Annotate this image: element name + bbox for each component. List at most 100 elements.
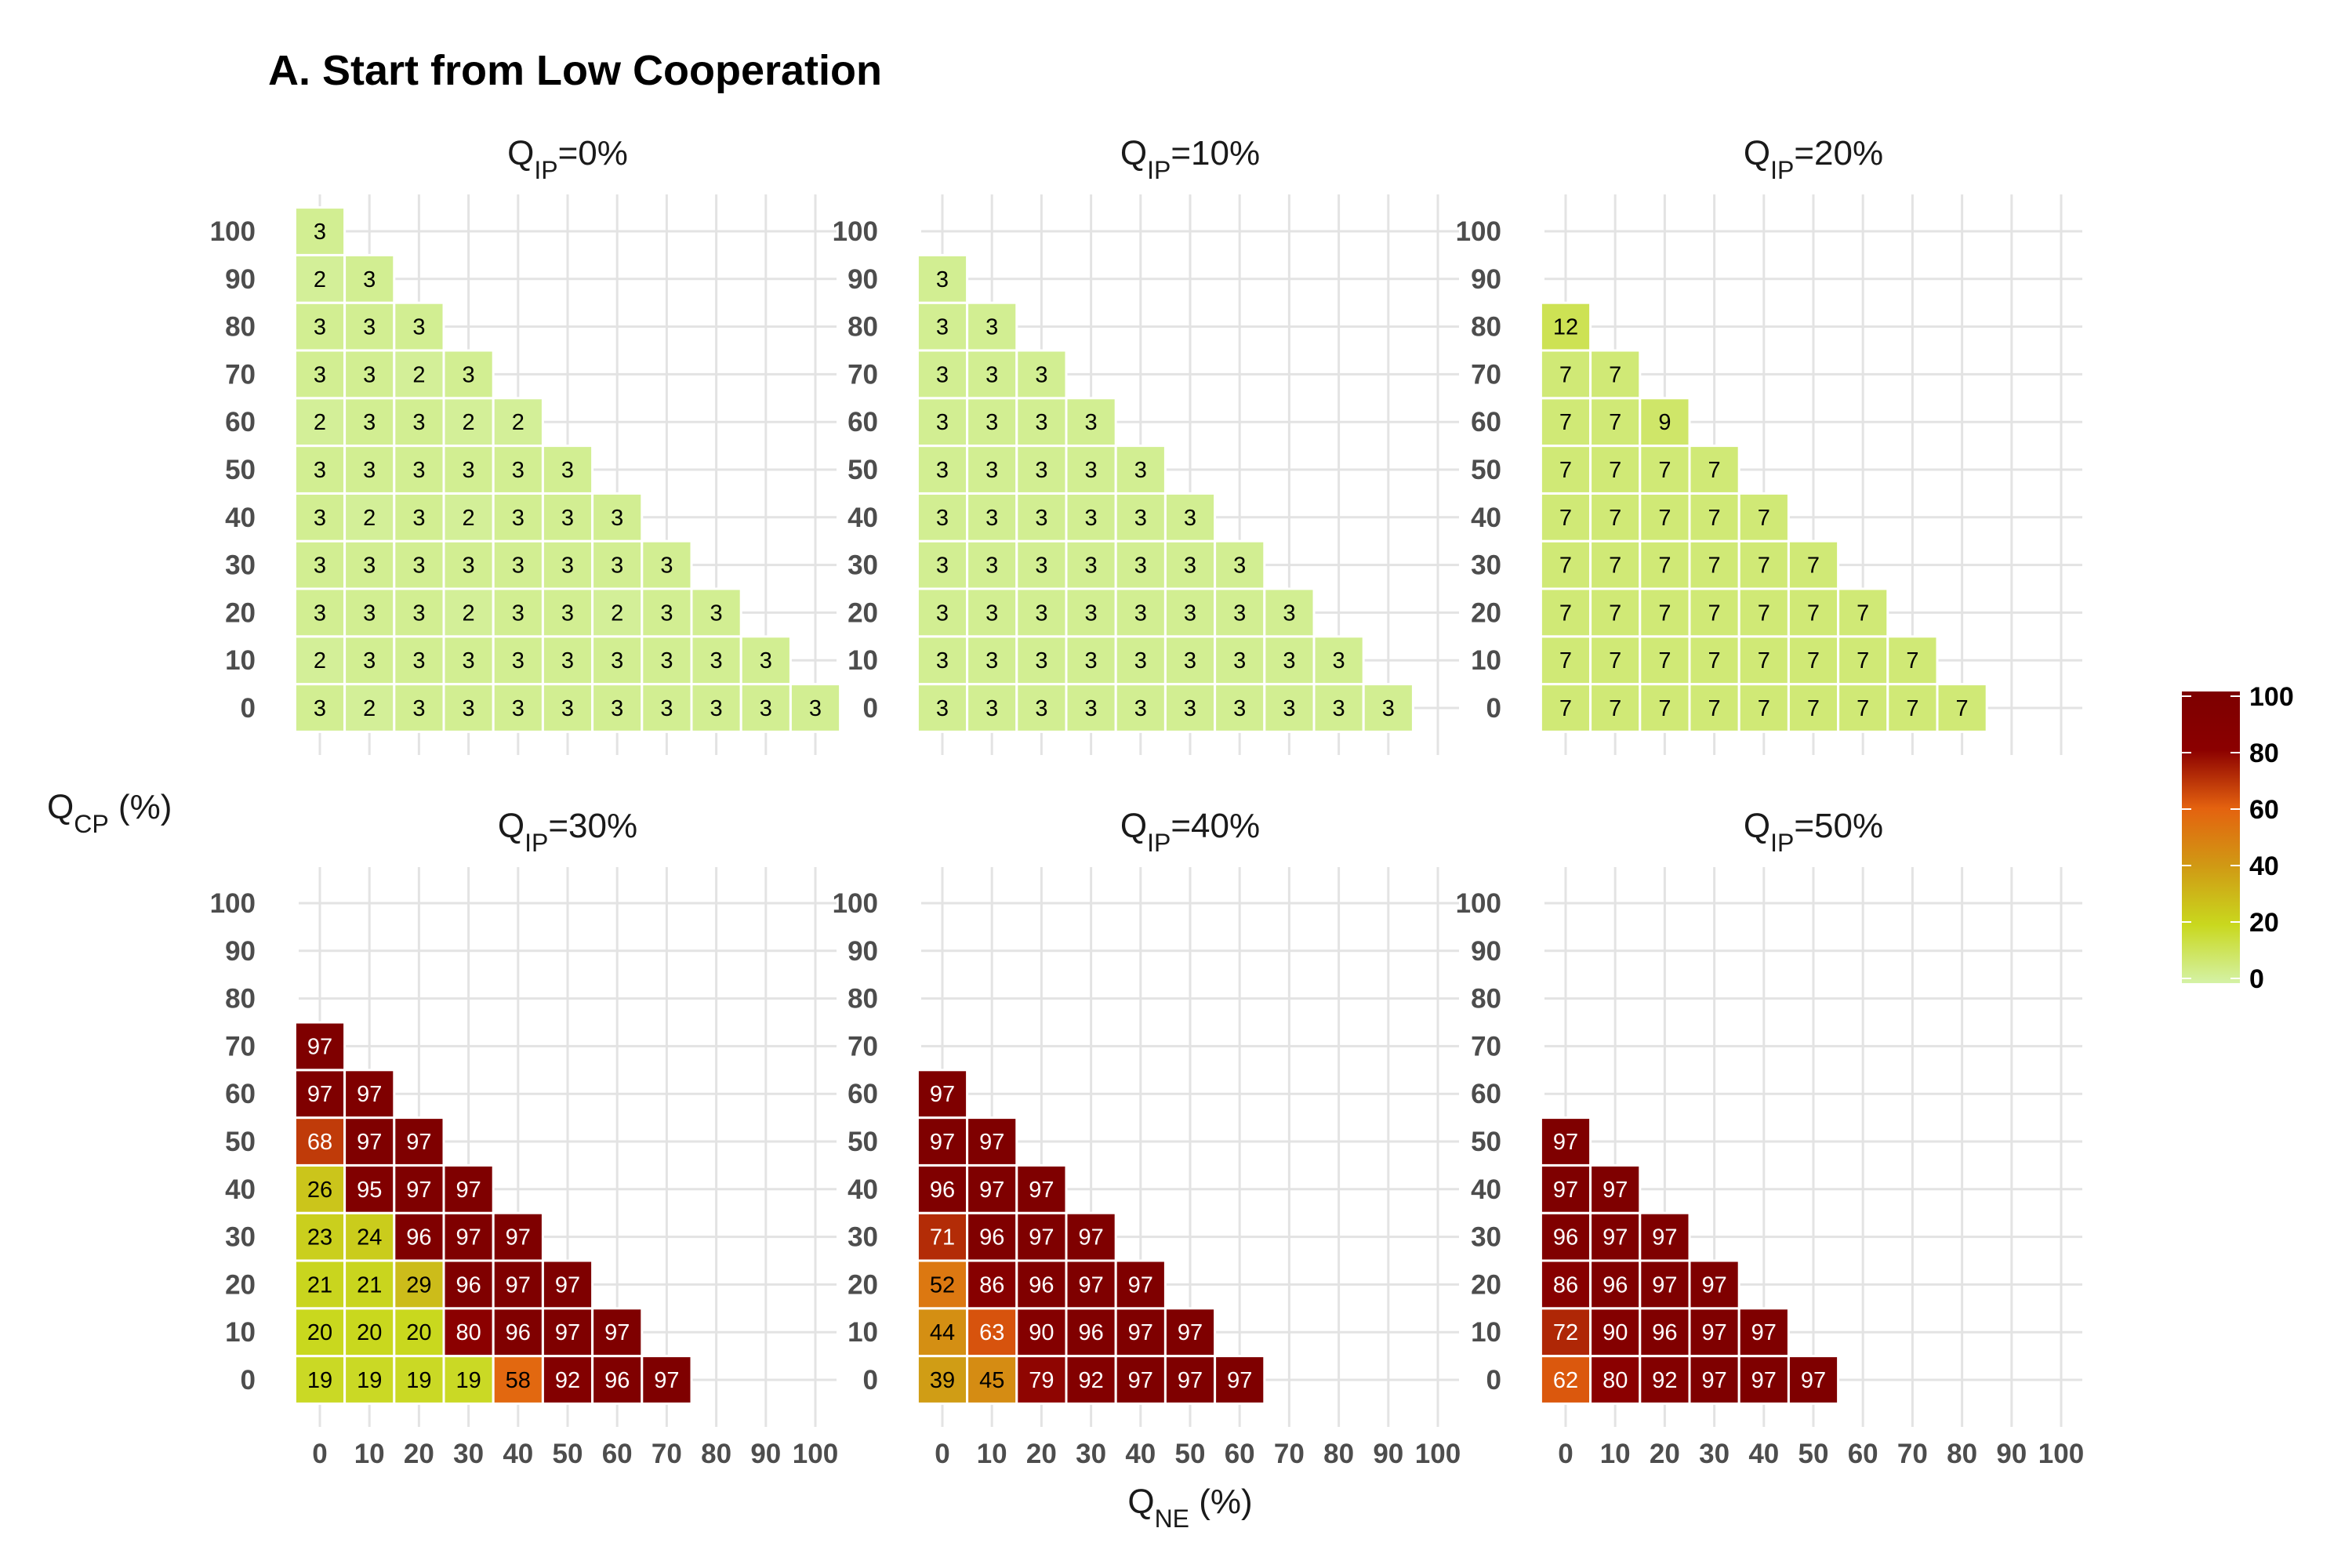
heatmap-cell — [966, 1259, 1018, 1310]
cell-value-label: 68 — [307, 1130, 332, 1155]
heatmap-cell — [1114, 1355, 1167, 1405]
cell-value-label: 3 — [660, 601, 673, 626]
heatmap-cell — [1015, 1307, 1068, 1358]
y-tick-label: 30 — [225, 550, 256, 581]
cell-value-label: 97 — [456, 1178, 481, 1203]
x-tick-label: 10 — [354, 1439, 385, 1469]
heatmap-cell — [293, 206, 347, 256]
heatmap-cell — [1065, 492, 1117, 543]
cell-value-label: 97 — [1078, 1225, 1103, 1250]
cell-value-label: 96 — [1078, 1320, 1103, 1345]
cell-value-label: 12 — [1553, 315, 1578, 340]
facet-label-value: =50% — [1794, 807, 1883, 845]
cell-value-label: 3 — [363, 458, 376, 483]
heatmap-cell — [393, 445, 445, 495]
cell-value-label: 96 — [406, 1225, 431, 1250]
heatmap-cell — [966, 301, 1018, 352]
cell-value-label: 3 — [363, 410, 376, 435]
cell-value-label: 3 — [1085, 410, 1098, 435]
cell-value-label: 96 — [506, 1320, 531, 1345]
x-axis-title: QNE (%) — [1127, 1483, 1252, 1533]
cell-value-label: 3 — [1035, 506, 1047, 531]
heatmap-cell — [1163, 1355, 1217, 1405]
y-tick-label: 60 — [225, 1079, 256, 1109]
heatmap-cell — [1589, 635, 1642, 686]
cell-value-label: 7 — [1559, 410, 1572, 435]
cell-value-label: 3 — [660, 554, 673, 579]
y-tick-label: 0 — [241, 693, 256, 724]
cell-value-label: 3 — [985, 696, 998, 721]
cell-value-label: 2 — [463, 506, 475, 531]
heatmap-cell — [1688, 445, 1740, 495]
heatmap-cell — [293, 1069, 347, 1120]
cell-value-label: 97 — [1751, 1320, 1777, 1345]
facet-label-var: Q — [1120, 807, 1147, 845]
heatmap-cell — [293, 683, 347, 733]
y-tick-label: 80 — [848, 312, 878, 343]
cell-value-label: 3 — [1035, 601, 1047, 626]
cell-value-label: 3 — [512, 506, 524, 531]
x-tick-label: 100 — [2038, 1439, 2084, 1469]
cell-value-label: 3 — [760, 648, 772, 673]
y-tick-label: 0 — [1486, 1365, 1501, 1396]
x-tick-label: 50 — [1175, 1439, 1206, 1469]
facet-label-sub: IP — [1770, 156, 1794, 184]
y-tick-label: 100 — [833, 888, 878, 919]
heatmap-cell — [789, 683, 842, 733]
legend-tick-label: 80 — [2249, 739, 2279, 768]
y-tick-label: 0 — [1486, 693, 1501, 724]
y-tick-label: 10 — [225, 1317, 256, 1348]
heatmap-cell — [541, 1307, 594, 1358]
y-tick-label: 30 — [1471, 550, 1501, 581]
cell-value-label: 7 — [1658, 696, 1671, 721]
cell-value-label: 3 — [1184, 648, 1196, 673]
cell-value-label: 9 — [1658, 410, 1671, 435]
heatmap-cell — [1639, 1259, 1691, 1310]
facet-panel-1: QIP=10% 0 10 20 30 40 50 60 70 80 90 100 3 3 3 3 3 3 3 3 3 3 3… — [833, 134, 1459, 755]
cell-value-label: 3 — [611, 648, 623, 673]
y-tick-label: 10 — [1471, 645, 1501, 676]
cell-value-label: 96 — [1029, 1272, 1054, 1298]
y-tick-label: 70 — [1471, 359, 1501, 390]
cell-value-label: 72 — [1553, 1320, 1578, 1345]
y-tick-label: 20 — [1471, 597, 1501, 628]
y-tick-label: 50 — [225, 1127, 256, 1157]
cell-value-label: 3 — [314, 458, 326, 483]
cell-value-label: 97 — [1128, 1272, 1153, 1298]
cell-value-label: 3 — [561, 648, 574, 673]
cell-value-label: 3 — [1283, 648, 1295, 673]
x-tick-label: 60 — [1225, 1439, 1255, 1469]
cell-value-label: 7 — [1758, 648, 1770, 673]
cell-value-label: 7 — [1857, 696, 1869, 721]
cell-value-label: 3 — [412, 648, 425, 673]
y-tick-label: 90 — [225, 264, 256, 295]
cell-value-label: 3 — [363, 648, 376, 673]
cell-value-label: 90 — [1602, 1320, 1628, 1345]
cell-value-label: 97 — [1801, 1368, 1826, 1393]
y-tick-label: 70 — [848, 359, 878, 390]
cell-value-label: 86 — [1553, 1272, 1578, 1298]
cell-value-label: 7 — [1758, 554, 1770, 579]
heatmap-cell — [1015, 1211, 1068, 1262]
cell-value-label: 97 — [307, 1082, 332, 1107]
x-tick-label: 50 — [553, 1439, 583, 1469]
x-tick-label: 90 — [750, 1439, 781, 1469]
heatmap-cell — [1787, 683, 1840, 733]
heatmap-cell — [1065, 1211, 1117, 1262]
cell-value-label: 3 — [512, 648, 524, 673]
facet-label: QIP=20% — [1744, 134, 1883, 184]
y-tick-label: 30 — [225, 1222, 256, 1253]
cell-value-label: 3 — [710, 696, 723, 721]
cell-value-label: 3 — [1134, 554, 1147, 579]
facet-label-var: Q — [1120, 134, 1147, 172]
heatmap-cell — [916, 1069, 969, 1120]
cell-value-label: 97 — [1751, 1368, 1777, 1393]
y-tick-label: 80 — [225, 312, 256, 343]
facet-label-var: Q — [1744, 807, 1770, 845]
cell-value-label: 90 — [1029, 1320, 1054, 1345]
heatmap-cell — [1737, 492, 1790, 543]
cell-value-label: 7 — [1807, 696, 1820, 721]
cell-value-label: 7 — [1559, 601, 1572, 626]
facet-label-sub: IP — [534, 156, 557, 184]
cell-value-label: 3 — [314, 362, 326, 387]
